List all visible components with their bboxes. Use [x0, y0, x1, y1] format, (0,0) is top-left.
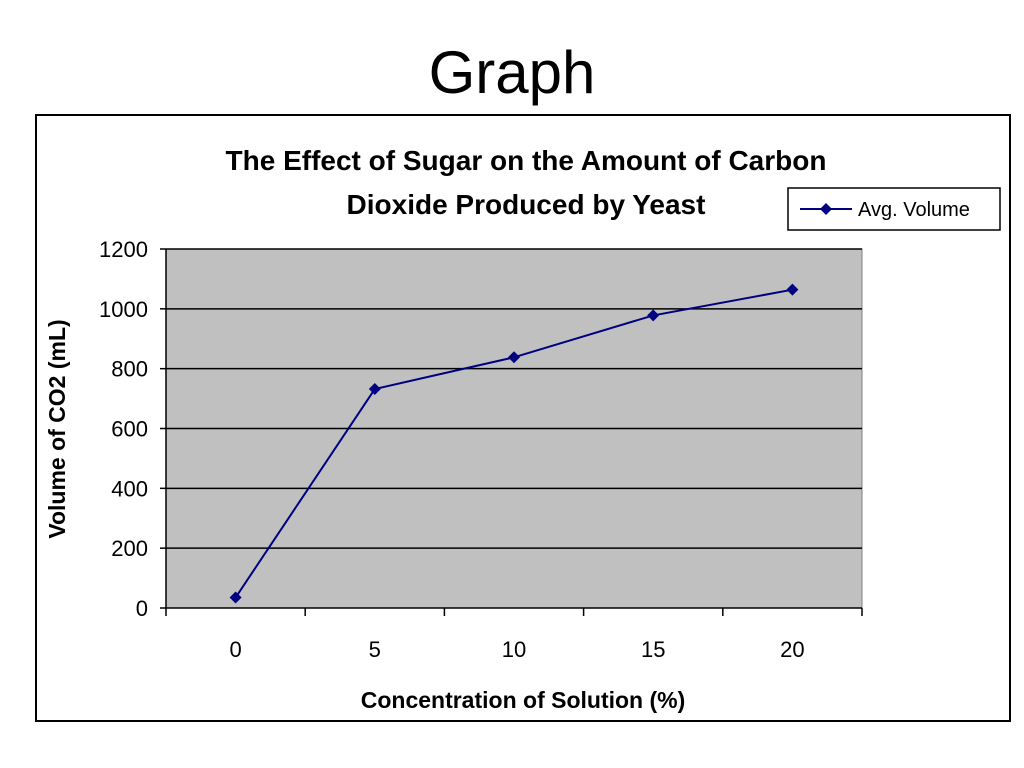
legend-box [787, 187, 1001, 231]
x-tick-label-15: 15 [641, 637, 665, 662]
x-axis-title: Concentration of Solution (%) [361, 687, 686, 713]
y-tick-label-1000: 1000 [99, 297, 148, 322]
y-tick-label-0: 0 [136, 596, 148, 621]
chart-title-line-2: Dioxide Produced by Yeast [347, 189, 706, 220]
legend-label: Avg. Volume [858, 199, 970, 221]
x-tick-label-20: 20 [780, 637, 804, 662]
slide-title: Graph [428, 39, 596, 106]
legend-marker [820, 203, 832, 215]
data-point-0 [229, 591, 242, 604]
x-axis-ticks: 0 5 10 15 20 [165, 608, 863, 662]
x-tick-label-0: 0 [229, 637, 241, 662]
x-tick-label-10: 10 [502, 637, 526, 662]
chart-title-line-1: The Effect of Sugar on the Amount of Car… [226, 145, 827, 176]
gridlines [166, 248, 862, 549]
data-point-20 [786, 283, 799, 296]
data-point-15 [647, 309, 660, 322]
y-tick-label-600: 600 [111, 417, 148, 442]
data-point-10 [508, 351, 520, 364]
x-tick-label-5: 5 [369, 637, 381, 662]
series-avg-volume [229, 283, 799, 604]
legend: Avg. Volume [787, 187, 1001, 231]
y-tick-label-800: 800 [111, 357, 148, 382]
y-tick-label-1200: 1200 [99, 237, 148, 262]
y-tick-label-400: 400 [111, 476, 148, 501]
chart-title: The Effect of Sugar on the Amount of Car… [226, 145, 827, 220]
y-axis-ticks: 0 200 400 600 800 1000 1200 [99, 237, 166, 621]
y-tick-label-200: 200 [111, 536, 148, 561]
y-axis-title: Volume of CO2 (mL) [44, 319, 70, 538]
data-point-5 [368, 383, 381, 396]
